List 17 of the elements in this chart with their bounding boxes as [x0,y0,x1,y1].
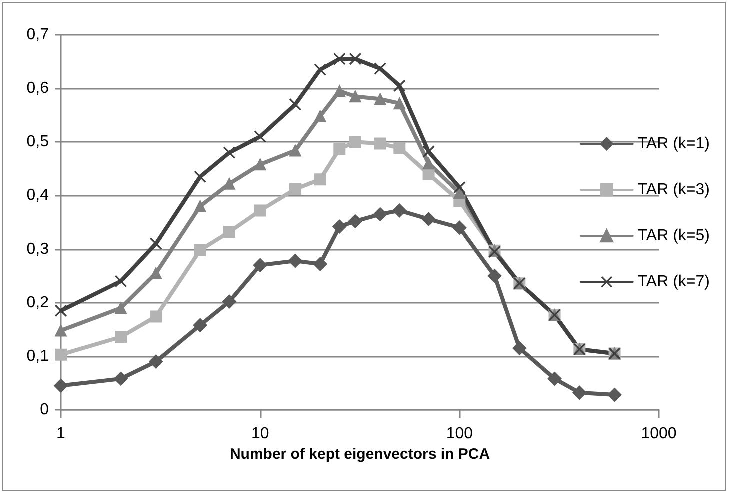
y-tick-label: 0,4 [26,187,50,204]
x-tick-label: 100 [446,426,474,442]
y-tick-label: 0,7 [26,26,50,44]
x-tick-label: 1 [56,426,66,442]
y-tick-label: 0,6 [26,80,50,98]
y-tick-label: 0,5 [26,134,50,151]
x-axis-title: Number of kept eigenvectors in PCA [230,446,490,463]
y-tick-label: 0 [40,402,50,418]
y-tick-label: 0,1 [26,348,50,365]
y-tick-label: 0,3 [26,240,50,258]
legend-label: TAR (k=5) [638,228,710,244]
legend-label: TAR (k=1) [638,136,710,152]
x-tick-label: 10 [251,426,270,442]
y-tick-label: 0,2 [26,294,50,312]
x-tick-label: 1000 [641,426,677,442]
legend-label: TAR (k=7) [638,274,710,290]
legend-label: TAR (k=3) [638,182,710,198]
